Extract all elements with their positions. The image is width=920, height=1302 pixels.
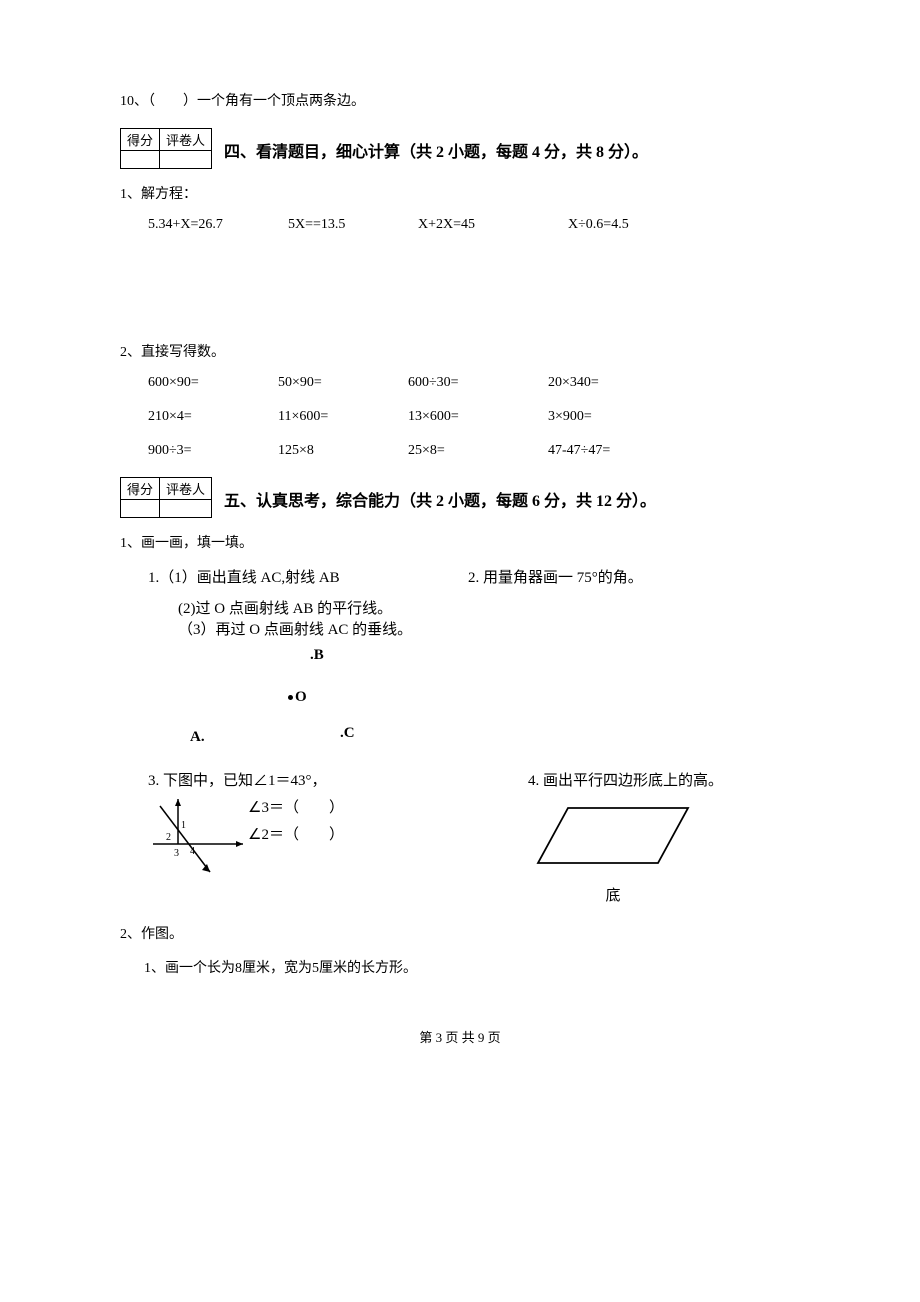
score-box-4: 得分 评卷人: [120, 128, 212, 169]
s4-q1-equations: 5.34+X=26.7 5X==13.5 X+2X=45 X÷0.6=4.5: [148, 217, 800, 233]
s5-q1-p4-block: 4. 画出平行四边形底上的高。 底: [528, 769, 800, 905]
score-header-cell: 得分: [121, 129, 160, 151]
s4-q2-row1: 600×90= 50×90= 600÷30= 20×340=: [148, 375, 800, 391]
s5-q1-label: 1、画一画，填一填。: [120, 532, 800, 552]
point-b: .B: [310, 647, 324, 664]
s5-q1-p1-2: (2)过 O 点画射线 AB 的平行线。: [178, 597, 800, 618]
grader-header-cell: 评卷人: [160, 129, 212, 151]
section-5-title: 五、认真思考，综合能力（共 2 小题，每题 6 分，共 12 分）。: [224, 487, 656, 511]
s5-q1-row1: 1.（1）画出直线 AC,射线 AB 2. 用量角器画一 75°的角。: [148, 566, 800, 587]
eq-cell: 5X==13.5: [288, 217, 418, 233]
s4-q1-label: 1、解方程：: [120, 183, 800, 203]
score-value-cell: [121, 500, 160, 518]
parallelogram-icon: [528, 798, 698, 873]
eq-cell: 210×4=: [148, 409, 278, 425]
point-a: A.: [190, 729, 205, 746]
section-4-header: 得分 评卷人 四、看清题目，细心计算（共 2 小题，每题 4 分，共 8 分）。: [120, 128, 800, 169]
svg-text:1: 1: [181, 820, 186, 831]
point-c: .C: [340, 725, 355, 742]
eq-cell: 13×600=: [408, 409, 548, 425]
eq-cell: 900÷3=: [148, 443, 278, 459]
angle-2-text: ∠2＝（ ）: [248, 823, 344, 844]
points-diagram: .B O A. .C: [180, 647, 800, 757]
svg-text:4: 4: [190, 846, 195, 857]
s5-q1-p2: 2. 用量角器画一 75°的角。: [468, 566, 800, 587]
section-4-title: 四、看清题目，细心计算（共 2 小题，每题 4 分，共 8 分）。: [224, 138, 648, 162]
eq-cell: 47-47÷47=: [548, 443, 688, 459]
svg-text:2: 2: [166, 832, 171, 843]
eq-cell: X+2X=45: [418, 217, 568, 233]
s5-q1-row3: 3. 下图中，已知∠1＝43°， 1 2 3 4 ∠3＝（ ） ∠: [148, 769, 800, 905]
question-10: 10、（ ）一个角有一个顶点两条边。: [120, 90, 800, 110]
base-label: 底: [538, 884, 688, 905]
score-value-cell: [121, 151, 160, 169]
point-o: O: [288, 689, 307, 706]
svg-text:3: 3: [174, 848, 179, 859]
eq-cell: 11×600=: [278, 409, 408, 425]
eq-cell: 50×90=: [278, 375, 408, 391]
page-footer: 第 3 页 共 9 页: [120, 1027, 800, 1046]
grader-value-cell: [160, 500, 212, 518]
s5-q1-p3-block: 3. 下图中，已知∠1＝43°， 1 2 3 4 ∠3＝（ ） ∠: [148, 769, 528, 905]
s4-q2-row3: 900÷3= 125×8 25×8= 47-47÷47=: [148, 443, 800, 459]
eq-cell: 600×90=: [148, 375, 278, 391]
s5-q1-p1-3: （3）再过 O 点画射线 AC 的垂线。: [178, 618, 800, 639]
eq-cell: 25×8=: [408, 443, 548, 459]
score-header-cell: 得分: [121, 478, 160, 500]
angle-3-text: ∠3＝（ ）: [248, 796, 344, 817]
eq-cell: 125×8: [278, 443, 408, 459]
s4-q2-label: 2、直接写得数。: [120, 341, 800, 361]
dot-icon: [288, 695, 293, 700]
s5-q2-p1: 1、画一个长为8厘米，宽为5厘米的长方形。: [144, 957, 800, 977]
s5-q1-p1-1: 1.（1）画出直线 AC,射线 AB: [148, 566, 468, 587]
s4-q2-row2: 210×4= 11×600= 13×600= 3×900=: [148, 409, 800, 425]
eq-cell: 600÷30=: [408, 375, 548, 391]
s5-q2-label: 2、作图。: [120, 923, 800, 943]
grader-header-cell: 评卷人: [160, 478, 212, 500]
point-o-text: O: [295, 689, 307, 705]
s5-q1-p4: 4. 画出平行四边形底上的高。: [528, 769, 800, 790]
score-box-5: 得分 评卷人: [120, 477, 212, 518]
grader-value-cell: [160, 151, 212, 169]
section-5-header: 得分 评卷人 五、认真思考，综合能力（共 2 小题，每题 6 分，共 12 分）…: [120, 477, 800, 518]
s5-q1-p3: 3. 下图中，已知∠1＝43°，: [148, 769, 528, 790]
eq-cell: X÷0.6=4.5: [568, 217, 718, 233]
angle-diagram-icon: 1 2 3 4: [148, 794, 248, 874]
eq-cell: 20×340=: [548, 375, 688, 391]
eq-cell: 3×900=: [548, 409, 688, 425]
eq-cell: 5.34+X=26.7: [148, 217, 288, 233]
